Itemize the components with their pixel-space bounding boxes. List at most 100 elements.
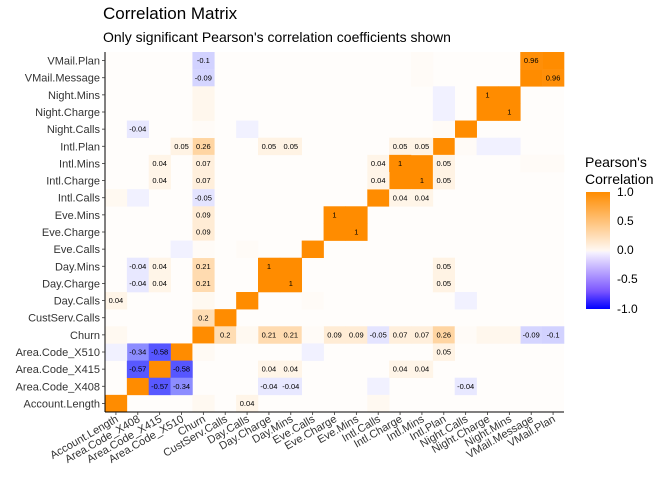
heatmap-cell bbox=[126, 189, 150, 207]
y-tick-label: CustServ.Calls bbox=[28, 313, 100, 325]
legend-title-line: Pearson's bbox=[585, 154, 647, 170]
cell-label: -0.09 bbox=[195, 73, 212, 82]
heatmap-cell bbox=[411, 137, 434, 156]
heatmap-cell bbox=[367, 326, 390, 344]
heatmap-cell bbox=[192, 103, 215, 121]
y-tick-label: Night.Mins bbox=[48, 90, 100, 102]
heatmap-cell bbox=[126, 377, 150, 396]
cell-label: 0.05 bbox=[283, 142, 298, 151]
y-tick-label: Eve.Charge bbox=[42, 227, 100, 239]
y-tick-label: Intl.Mins bbox=[59, 158, 100, 170]
y-tick-label: VMail.Message bbox=[25, 73, 100, 85]
y-tick-label: Intl.Plan bbox=[60, 141, 100, 153]
heatmap-cell bbox=[432, 137, 456, 156]
heatmap-cell bbox=[279, 257, 303, 276]
heatmap-cell bbox=[279, 377, 303, 396]
heatmap-cell bbox=[454, 326, 477, 344]
cell-label: 1 bbox=[507, 108, 511, 117]
heatmap-cell bbox=[192, 309, 215, 327]
cell-label: 1 bbox=[420, 176, 424, 185]
cell-label: 0.09 bbox=[196, 228, 211, 237]
cell-label: 0.04 bbox=[152, 176, 167, 185]
cell-label: 0.04 bbox=[109, 296, 124, 305]
cell-label: -0.05 bbox=[195, 193, 212, 202]
cell-label: 0.04 bbox=[415, 193, 430, 202]
cell-label: 0.04 bbox=[152, 262, 167, 271]
heatmap-cell bbox=[476, 137, 499, 156]
heatmap-cell bbox=[454, 137, 477, 156]
cell-label: -0.09 bbox=[523, 330, 540, 339]
cell-label: -0.58 bbox=[173, 365, 190, 374]
heatmap-cell bbox=[367, 377, 390, 396]
heatmap-cell bbox=[105, 326, 128, 344]
heatmap-cell bbox=[476, 86, 499, 104]
cell-label: -0.57 bbox=[129, 365, 146, 374]
cell-label: 0.04 bbox=[152, 159, 167, 168]
cell-label: 0.21 bbox=[283, 330, 298, 339]
heatmap-cell bbox=[301, 343, 324, 361]
y-tick-label: Churn bbox=[70, 330, 100, 342]
legend-tick: 0.0 bbox=[617, 243, 634, 257]
cell-label: -0.1 bbox=[197, 56, 210, 65]
cell-label: 0.05 bbox=[436, 159, 451, 168]
heatmap-cell bbox=[323, 326, 346, 344]
heatmap-cell bbox=[236, 326, 259, 344]
heatmap-cell bbox=[236, 120, 259, 139]
heatmap-cell bbox=[432, 343, 456, 361]
heatmap-cell bbox=[148, 274, 171, 293]
heatmap-cell bbox=[192, 189, 215, 207]
heatmap-cell bbox=[279, 137, 303, 156]
heatmap-cell bbox=[389, 154, 412, 173]
heatmap-cell bbox=[542, 69, 565, 87]
y-tick-label: Night.Calls bbox=[47, 124, 101, 136]
heatmap-cell bbox=[389, 326, 412, 344]
legend-colorbar bbox=[586, 192, 610, 309]
heatmap-cell bbox=[411, 154, 434, 173]
heatmap-cell bbox=[192, 274, 215, 293]
heatmap-cell bbox=[432, 172, 456, 190]
heatmap-cell bbox=[214, 326, 237, 344]
heatmap-cell bbox=[258, 360, 281, 379]
heatmap-cell bbox=[126, 257, 150, 276]
heatmap-cell bbox=[476, 326, 499, 344]
heatmap-cell bbox=[192, 137, 215, 156]
cell-label: 1 bbox=[332, 210, 336, 219]
heatmap-cell bbox=[520, 154, 543, 173]
cell-label: 0.04 bbox=[415, 365, 430, 374]
heatmap-cell bbox=[389, 189, 412, 207]
heatmap-cell bbox=[214, 309, 237, 327]
heatmap-cell bbox=[192, 292, 215, 310]
cell-label: 0.05 bbox=[436, 262, 451, 271]
heatmap-cell bbox=[542, 154, 565, 173]
cell-label: 0.07 bbox=[393, 330, 408, 339]
y-tick-label: Intl.Charge bbox=[46, 176, 100, 188]
cell-label: -0.04 bbox=[282, 382, 299, 391]
cell-label: -0.34 bbox=[129, 348, 146, 357]
heatmap-cell bbox=[520, 69, 543, 87]
heatmap-cell bbox=[367, 189, 390, 207]
heatmap-cell bbox=[411, 326, 434, 344]
cell-label: 0.07 bbox=[196, 176, 211, 185]
heatmap-cell bbox=[105, 292, 128, 310]
y-tick-label: Area.Code_X408 bbox=[16, 381, 100, 393]
heatmap-cell bbox=[411, 360, 434, 379]
y-tick-label: VMail.Plan bbox=[47, 56, 100, 68]
cell-label: 0.09 bbox=[349, 330, 364, 339]
legend-tick: 1.0 bbox=[617, 185, 634, 199]
heatmap-cell bbox=[258, 274, 281, 293]
cell-label: 0.05 bbox=[436, 279, 451, 288]
heatmap-cell bbox=[148, 343, 171, 361]
y-tick-label: Day.Charge bbox=[42, 278, 100, 290]
heatmap-cell bbox=[279, 360, 303, 379]
heatmap-cell bbox=[301, 292, 324, 310]
legend-tick: -1.0 bbox=[617, 302, 638, 316]
heatmap-cell bbox=[192, 394, 215, 413]
cell-label: 1 bbox=[485, 90, 489, 99]
cell-label: -0.04 bbox=[129, 279, 146, 288]
cell-label: -0.57 bbox=[151, 382, 168, 391]
heatmap-cell bbox=[192, 343, 215, 361]
cell-label: 0.21 bbox=[196, 279, 211, 288]
heatmap-cell bbox=[476, 103, 499, 121]
cell-label: -0.05 bbox=[370, 330, 387, 339]
